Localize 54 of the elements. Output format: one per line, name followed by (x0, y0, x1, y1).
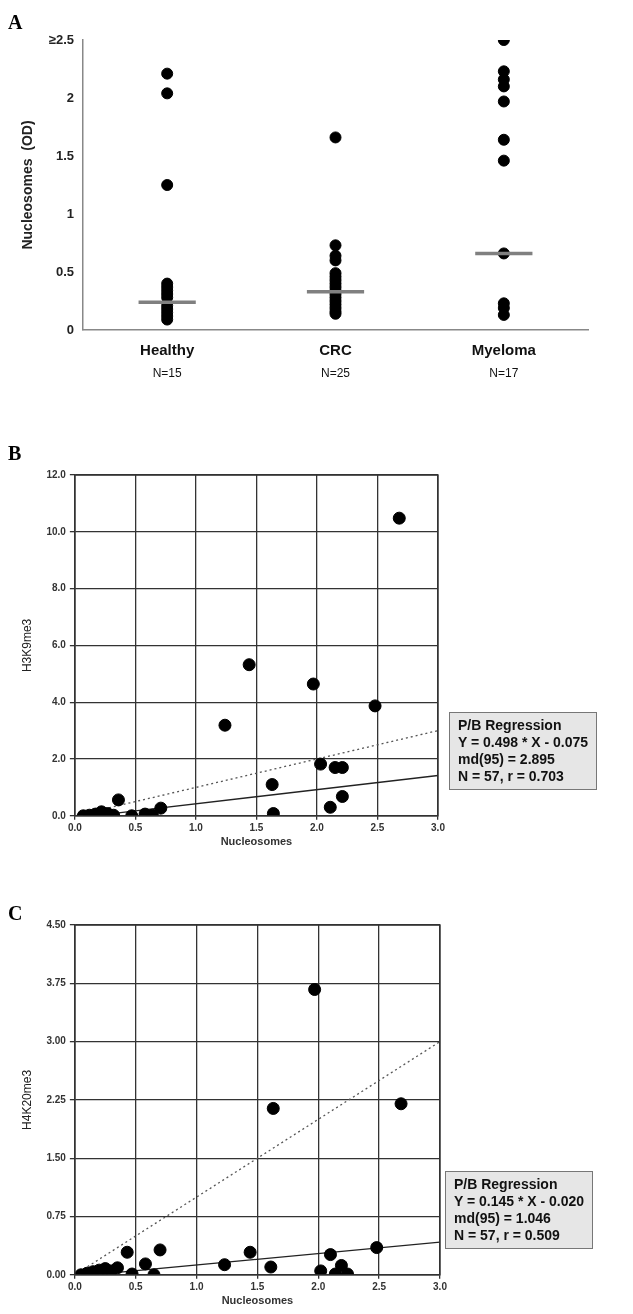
text: N = 57, r = 0.703 (458, 768, 565, 785)
y-tick-label: 4.0 (51, 695, 67, 707)
x-tick-label: CRC (319, 341, 352, 359)
x-tick-label: 2.5 (370, 821, 385, 833)
y-axis-title: H4K20me3 (19, 1069, 34, 1130)
x-tick-label: 2.5 (372, 1280, 387, 1292)
text: P/B Regression (454, 1176, 559, 1193)
chart-title: B (8, 442, 22, 465)
y-tick-label: 2.25 (46, 1093, 67, 1105)
text: P/B Regression (458, 717, 563, 734)
y-tick-label: 8.0 (51, 582, 67, 594)
y-tick-label: 1 (66, 205, 75, 221)
x-tick-label: 1.0 (188, 821, 204, 833)
y-tick-label: ≥2.5 (48, 31, 75, 47)
x-axis-title: Nucleosomes (220, 835, 293, 848)
y-tick-label: 6.0 (51, 639, 67, 651)
x-tick-label: 1.5 (250, 1280, 265, 1292)
x-tick-label: 1.0 (189, 1280, 204, 1292)
text: N = 57, r = 0.509 (454, 1227, 561, 1244)
y-tick-label: 0.5 (55, 263, 75, 279)
y-axis-title: H3K9me3 (19, 618, 34, 673)
x-tick-label: 3.0 (433, 1280, 448, 1292)
x-tick-label: 0.5 (128, 821, 143, 833)
text: Y = 0.145 * X - 0.020 (454, 1193, 585, 1210)
text: N=17 (489, 366, 519, 381)
x-tick-label: 1.5 (249, 821, 264, 833)
x-tick-label: 2.0 (310, 821, 325, 833)
x-tick-label: Myeloma (471, 341, 537, 359)
y-tick-label: 3.00 (46, 1035, 67, 1047)
text: N=25 (320, 366, 351, 381)
chart-title: C (8, 902, 23, 925)
text: N=15 (152, 366, 182, 381)
y-tick-label: 1.5 (55, 147, 75, 163)
text: md(95) = 1.046 (454, 1210, 552, 1227)
x-tick-label: 2.0 (311, 1280, 326, 1292)
y-tick-label: 10.0 (46, 525, 67, 537)
x-axis-title: Nucleosomes (221, 1294, 294, 1307)
y-tick-label: 0.00 (46, 1268, 67, 1280)
y-tick-label: 4.50 (46, 918, 67, 930)
y-axis-title: Nucleosomes (OD) (19, 120, 36, 250)
chart-title: A (8, 11, 23, 34)
y-tick-label: 2.0 (51, 752, 67, 764)
y-tick-label: 1.50 (46, 1151, 67, 1163)
x-tick-label: Healthy (140, 341, 195, 359)
y-tick-label: 0 (66, 321, 75, 337)
x-tick-label: 3.0 (431, 821, 446, 833)
text: md(95) = 2.895 (458, 751, 556, 768)
text: Y = 0.498 * X - 0.075 (458, 734, 589, 751)
x-tick-label: 0.5 (128, 1280, 144, 1292)
y-tick-label: 3.75 (46, 977, 67, 989)
y-tick-label: 0.0 (51, 809, 67, 821)
y-tick-label: 0.75 (46, 1210, 67, 1222)
y-tick-label: 2 (66, 89, 75, 105)
y-tick-label: 12.0 (46, 468, 67, 480)
